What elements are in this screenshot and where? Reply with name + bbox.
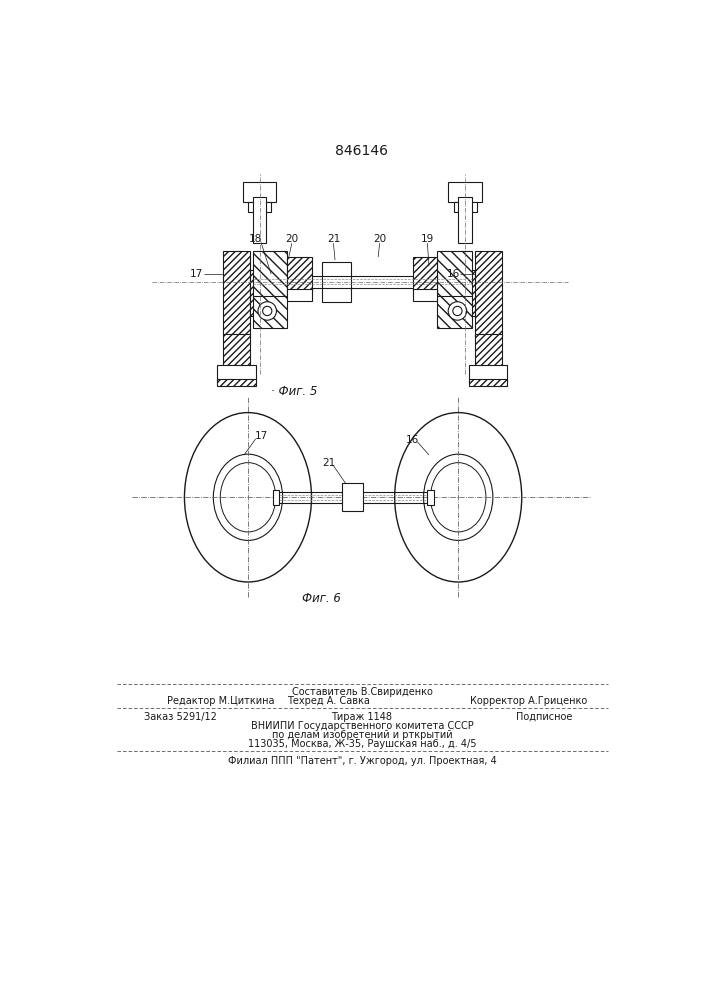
Text: 20: 20 (286, 234, 298, 244)
Circle shape (262, 306, 272, 316)
Bar (342, 483, 363, 511)
Text: Фиг. 6: Фиг. 6 (302, 592, 341, 605)
Text: по делам изобретений и рткрытий: по делам изобретений и рткрытий (271, 730, 452, 740)
Ellipse shape (431, 463, 486, 532)
Text: · Фиг. 5: · Фиг. 5 (271, 385, 317, 398)
Text: 21: 21 (322, 458, 335, 468)
Bar (287, 257, 312, 291)
Bar (448, 182, 482, 202)
Text: 19: 19 (421, 234, 434, 244)
Bar (217, 379, 256, 386)
Bar (223, 251, 250, 336)
Bar (413, 257, 438, 291)
Text: Подписное: Подписное (516, 712, 573, 722)
Circle shape (258, 302, 276, 320)
Text: 16: 16 (447, 269, 460, 279)
Text: Тираж 1148: Тираж 1148 (332, 712, 392, 722)
Bar (248, 202, 271, 212)
Bar (287, 289, 312, 301)
Bar (243, 182, 276, 202)
Bar (438, 296, 472, 328)
Ellipse shape (221, 463, 276, 532)
Text: Техред А. Савка: Техред А. Савка (288, 696, 370, 706)
Bar (428, 490, 433, 505)
Ellipse shape (214, 454, 283, 540)
Bar (252, 197, 267, 243)
Text: 113035, Москва, Ж-35, Раушская наб., д. 4/5: 113035, Москва, Ж-35, Раушская наб., д. … (247, 739, 477, 749)
Circle shape (452, 306, 462, 316)
Bar (252, 251, 287, 297)
Circle shape (448, 302, 467, 320)
Ellipse shape (395, 413, 522, 582)
Bar (438, 251, 472, 297)
Bar (223, 334, 250, 366)
Bar (413, 289, 438, 301)
Bar (475, 251, 502, 336)
Text: 17: 17 (255, 431, 268, 441)
Text: 17: 17 (189, 269, 203, 279)
Text: Заказ 5291/12: Заказ 5291/12 (144, 712, 217, 722)
Bar (454, 202, 477, 212)
Bar (458, 197, 472, 243)
Text: Корректор А.Гриценко: Корректор А.Гриценко (470, 696, 588, 706)
Bar (469, 365, 508, 382)
Text: 846146: 846146 (335, 144, 388, 158)
Bar (273, 490, 279, 505)
Text: 16: 16 (405, 435, 419, 445)
Text: ВНИИПИ Государственного комитета СССР: ВНИИПИ Государственного комитета СССР (250, 721, 473, 731)
Text: Редактор М.Циткина: Редактор М.Циткина (167, 696, 274, 706)
Bar (250, 270, 259, 316)
Text: 21: 21 (327, 234, 340, 244)
Text: 20: 20 (373, 234, 386, 244)
Text: Филиал ППП "Патент", г. Ужгород, ул. Проектная, 4: Филиал ППП "Патент", г. Ужгород, ул. Про… (228, 756, 496, 766)
Bar (465, 270, 475, 316)
Ellipse shape (423, 454, 493, 540)
Bar (469, 379, 508, 386)
Bar (217, 365, 256, 382)
Ellipse shape (185, 413, 312, 582)
Text: 18: 18 (249, 234, 262, 244)
Bar (252, 296, 287, 328)
Bar (322, 262, 351, 302)
Text: Составитель В.Свириденко: Составитель В.Свириденко (291, 687, 433, 697)
Bar (475, 334, 502, 366)
